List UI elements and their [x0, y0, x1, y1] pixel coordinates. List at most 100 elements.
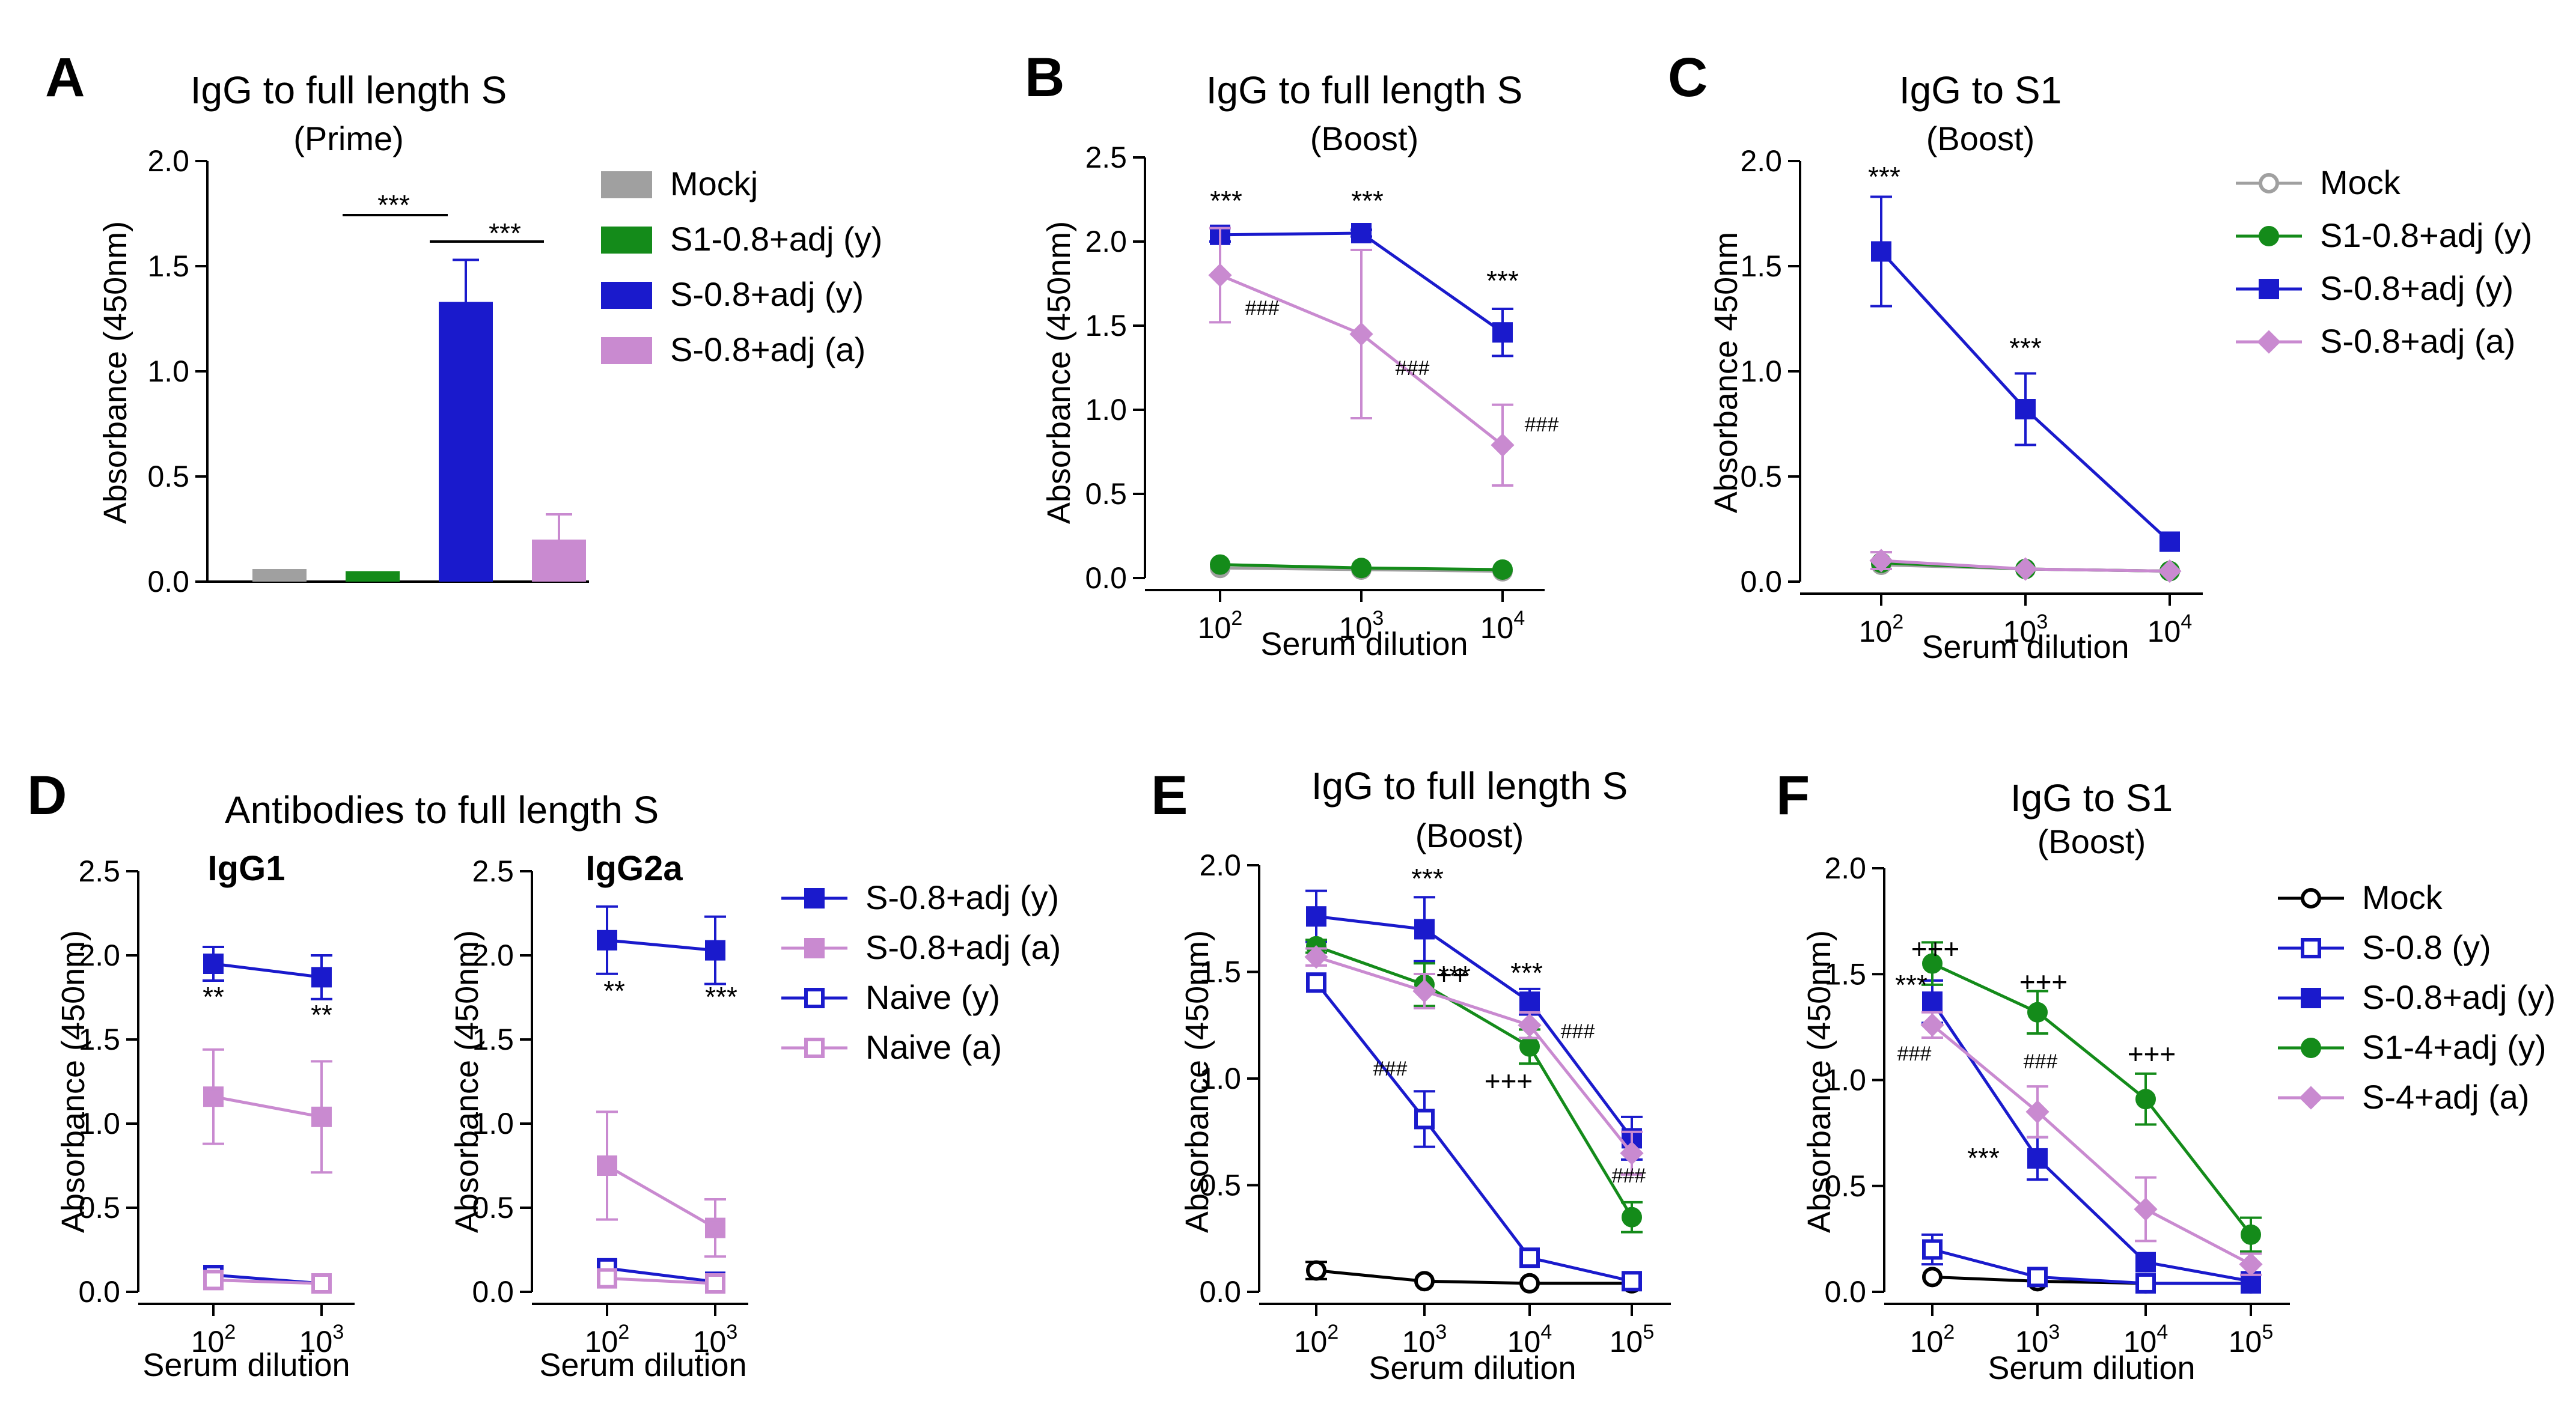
y-tick-label-f: 0.0 [1824, 1275, 1866, 1309]
series-line [213, 1095, 322, 1119]
y-tick-label-d2: 0.0 [472, 1275, 514, 1309]
data-point [1414, 1271, 1435, 1292]
title-e: IgG to full length S [1311, 764, 1628, 808]
annotation-a: *** [489, 218, 521, 249]
data-point [597, 930, 617, 951]
x-tick-label-f: 104 [2123, 1321, 2169, 1359]
y-tick-label-b: 0.5 [1085, 477, 1127, 511]
annotation-b: *** [1351, 185, 1384, 216]
annotation-e: ++ [1436, 959, 1468, 990]
series-line [606, 1277, 716, 1285]
annotation-f: *** [1895, 969, 1927, 1000]
data-point [311, 967, 332, 988]
title-d1: IgG1 [208, 849, 285, 888]
y-tick-label-d2: 1.5 [472, 1023, 514, 1056]
y-tick-label-e: 2.0 [1199, 848, 1241, 882]
ylabel-e: Absorbance (450nm) [1179, 930, 1215, 1233]
xlabel-d1: Serum dilution [142, 1347, 350, 1383]
x-tick-label-b: 103 [1339, 607, 1384, 645]
data-point [2158, 559, 2182, 583]
legend-c-label: S-0.8+adj (y) [2320, 269, 2513, 307]
y-tick-label-c: 0.0 [1740, 565, 1782, 598]
subtitle-e: (Boost) [1415, 817, 1524, 854]
data-point [705, 1273, 725, 1294]
x-tick-label-b: 102 [1198, 607, 1243, 645]
x-tick-label-e: 105 [1610, 1321, 1655, 1359]
legend-f-label: Mock [2362, 878, 2443, 916]
data-point [2241, 1224, 2261, 1245]
data-point [597, 1268, 617, 1289]
legend-a-label: Mockj [670, 165, 758, 202]
legend-f-marker [2301, 938, 2321, 958]
data-point [1922, 953, 1943, 974]
series-line [1932, 1248, 2251, 1285]
legend-a-swatch [601, 227, 652, 254]
y-tick-label-f: 0.5 [1824, 1169, 1866, 1203]
data-point [1351, 223, 1372, 243]
y-tick-label-d2: 1.0 [472, 1107, 514, 1140]
ylabel-d2: Absorbance (450nm) [449, 930, 485, 1233]
x-tick-label-d2: 102 [585, 1321, 630, 1359]
ylabel-f: Absorbance (450nm) [1801, 930, 1837, 1233]
x-tick-label-e: 104 [1507, 1321, 1552, 1359]
legend-d-marker [804, 988, 825, 1008]
legend-f-label: S-0.8 (y) [2362, 928, 2491, 966]
data-point [203, 1086, 224, 1107]
legend-f-marker [2301, 888, 2321, 908]
legend-a-label: S-0.8+adj (y) [670, 275, 864, 313]
data-point [2025, 1100, 2050, 1124]
legend-c-marker [2259, 279, 2279, 299]
data-point [705, 940, 725, 961]
annotation-e: *** [1411, 863, 1444, 894]
legend-a-swatch [601, 282, 652, 309]
data-point [311, 1273, 332, 1294]
data-point [203, 954, 224, 974]
subtitle-b: (Boost) [1310, 120, 1419, 157]
annotation-b: ### [1396, 357, 1430, 380]
title-f: IgG to S1 [2010, 776, 2173, 820]
ylabel-d1: Absorbance (450nm) [55, 930, 91, 1233]
ylabel-a: Absorbance (450nm) [97, 221, 133, 524]
legend-a-swatch [601, 171, 652, 198]
x-tick-label-d2: 103 [693, 1321, 738, 1359]
data-point [2027, 1267, 2048, 1288]
annotation-f: +++ [2019, 966, 2068, 997]
data-point [1518, 1013, 1542, 1037]
bar [439, 302, 493, 582]
subtitle-c: (Boost) [1926, 120, 2035, 157]
data-point [1306, 972, 1326, 993]
title-c: IgG to S1 [1899, 68, 2062, 112]
data-point [203, 1270, 224, 1291]
data-point [1922, 1267, 1943, 1288]
data-point [1208, 263, 1232, 287]
x-tick-label-e: 103 [1402, 1321, 1447, 1359]
series-line [1316, 945, 1634, 1219]
data-point [705, 1217, 725, 1238]
annotation-b: *** [1210, 185, 1242, 216]
data-point [1869, 549, 1893, 573]
y-tick-label-e: 1.0 [1199, 1062, 1241, 1095]
y-tick-label-b: 2.5 [1085, 141, 1127, 174]
annotation-d1: ** [203, 981, 224, 1012]
y-tick-label-e: 1.5 [1199, 955, 1241, 989]
data-point [1620, 1141, 1644, 1165]
legend-f-label: S1-4+adj (y) [2362, 1028, 2547, 1066]
data-point [2135, 1252, 2156, 1273]
legend-d-label: Naive (y) [865, 978, 1000, 1016]
legend-c-marker [2259, 173, 2279, 193]
y-tick-label-a: 0.5 [147, 460, 189, 493]
legend-a-label: S1-0.8+adj (y) [670, 220, 882, 258]
data-point [2159, 531, 2180, 552]
legend-c-marker [2257, 330, 2281, 354]
legend-d-marker [804, 888, 825, 908]
y-tick-label-c: 0.5 [1740, 460, 1782, 493]
y-tick-label-b: 1.0 [1085, 393, 1127, 427]
legend-d-marker [804, 1038, 825, 1058]
series-line [1315, 981, 1632, 1283]
xlabel-e: Serum dilution [1369, 1350, 1576, 1386]
annotation-c: *** [2009, 332, 2042, 364]
series-line [1316, 1269, 1632, 1285]
data-point [1622, 1271, 1642, 1292]
y-tick-label-d2: 0.5 [472, 1191, 514, 1225]
y-tick-label-d1: 2.0 [78, 939, 120, 972]
